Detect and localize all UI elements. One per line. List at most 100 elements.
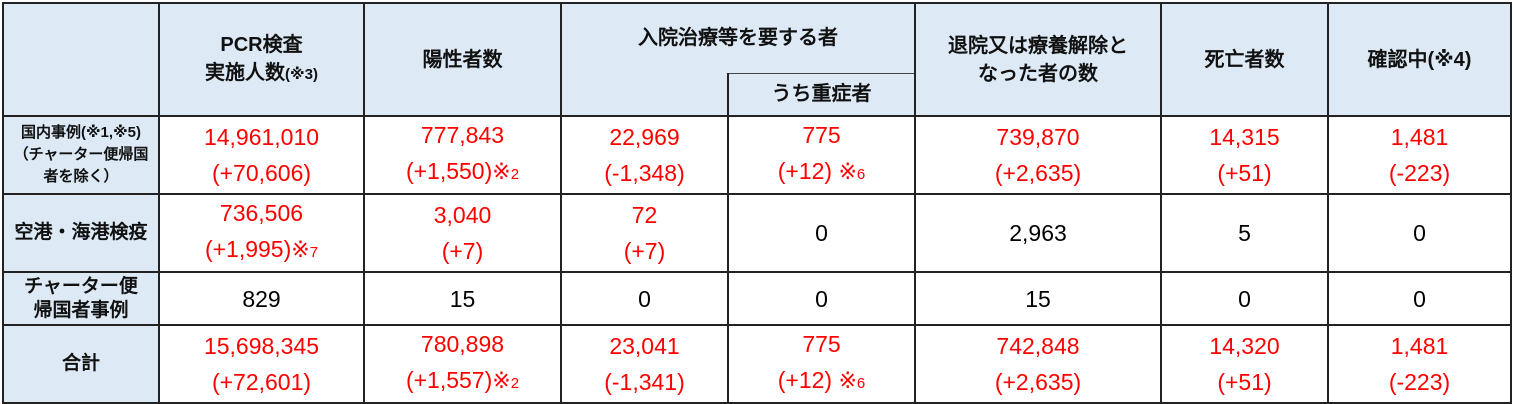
cell-value: 775 xyxy=(802,331,841,357)
row-label: チャーター便 帰国者事例 xyxy=(2,271,160,326)
data-cell: 0 xyxy=(727,193,916,273)
cell-change: (+51) xyxy=(1217,369,1272,395)
cell-change: (+2,635) xyxy=(994,160,1082,186)
data-cell: 22,969 (-1,348) xyxy=(560,115,729,195)
cell-value: 23,041 xyxy=(609,333,680,359)
cell-change: (+7) xyxy=(441,238,484,264)
table-row: 国内事例(※1,※5) （チャーター便帰国 者を除く） 14,961,010 (+70,… xyxy=(2,115,1512,195)
cell-value: 72 xyxy=(631,202,658,228)
data-cell: 14,315 (+51) xyxy=(1160,115,1329,195)
cell-value: 15 xyxy=(449,285,476,312)
table-row: チャーター便 帰国者事例 829 15 0 0 15 0 0 xyxy=(2,271,1512,326)
header-hospitalized: 入院治療等を要する者 xyxy=(560,2,916,73)
cell-value: 22,969 xyxy=(609,124,680,150)
cell-change: (-1,341) xyxy=(604,369,685,395)
cell-value: 736,506 xyxy=(219,200,304,226)
cell-change: (+12) ※6 xyxy=(777,158,866,184)
cell-value: 14,320 xyxy=(1209,333,1280,359)
cell-value: 0 xyxy=(638,285,651,312)
cell-value: 0 xyxy=(815,285,828,312)
header-hospitalized-spacer xyxy=(560,73,729,117)
data-cell: 742,848 (+2,635) xyxy=(914,324,1162,404)
data-cell: 739,870 (+2,635) xyxy=(914,115,1162,195)
header-positive: 陽性者数 xyxy=(363,2,562,117)
data-cell: 15,698,345 (+72,601) xyxy=(158,324,365,404)
cell-value: 1,481 xyxy=(1390,333,1449,359)
header-checking: 確認中(※4) xyxy=(1327,2,1512,117)
data-cell: 2,963 xyxy=(914,193,1162,273)
data-cell: 14,320 (+51) xyxy=(1160,324,1329,404)
data-cell: 14,961,010 (+70,606) xyxy=(158,115,365,195)
cell-value: 777,843 xyxy=(420,122,505,148)
cell-value: 829 xyxy=(242,285,281,312)
cell-value: 5 xyxy=(1238,220,1251,246)
row-label-line: 合計 xyxy=(61,353,100,374)
cell-value: 14,315 xyxy=(1209,124,1280,150)
data-cell: 0 xyxy=(560,271,729,326)
row-label: 国内事例(※1,※5) （チャーター便帰国 者を除く） xyxy=(2,115,160,195)
data-cell: 15 xyxy=(363,271,562,326)
cell-change: (-1,348) xyxy=(604,160,685,186)
cell-value: 742,848 xyxy=(996,333,1080,359)
data-cell: 15 xyxy=(914,271,1162,326)
cell-change: (-223) xyxy=(1388,160,1451,186)
data-cell: 5 xyxy=(1160,193,1329,273)
data-cell: 0 xyxy=(1327,193,1512,273)
row-label-line: （チャーター便帰国 xyxy=(13,146,149,163)
footnote-mark: ※2 xyxy=(492,368,520,393)
footnote-mark: ※6 xyxy=(838,368,866,393)
row-label: 合計 xyxy=(2,324,160,404)
row-label-line: 国内事例(※1,※5) xyxy=(20,124,141,141)
cell-value: 0 xyxy=(1238,285,1251,312)
data-cell: 0 xyxy=(1327,271,1512,326)
table-row: 空港・海港検疫 736,506 (+1,995)※7 3,040 (+7) 72 (+7) 0… xyxy=(2,193,1512,273)
cell-value: 15 xyxy=(1025,285,1051,312)
cell-value: 739,870 xyxy=(996,124,1080,150)
cell-value: 0 xyxy=(1413,285,1426,312)
cell-change: (+2,635) xyxy=(994,369,1082,395)
header-severe: うち重症者 xyxy=(727,72,916,117)
row-label-line: チャーター便 xyxy=(24,275,138,297)
cell-change: (+7) xyxy=(623,238,666,264)
data-cell: 72 (+7) xyxy=(560,193,729,273)
data-cell: 736,506 (+1,995)※7 xyxy=(158,193,365,273)
data-cell: 3,040 (+7) xyxy=(363,193,562,273)
cell-change: (-223) xyxy=(1388,369,1451,395)
header-corner xyxy=(2,2,160,117)
table-row: 合計 15,698,345 (+72,601) 780,898 (+1,557)※2 23… xyxy=(2,324,1512,404)
footnote-mark: ※2 xyxy=(492,159,520,184)
row-label-line: 空港・海港検疫 xyxy=(14,222,148,243)
data-cell: 1,481 (-223) xyxy=(1327,324,1512,404)
cell-change: (+1,557)※2 xyxy=(405,367,520,393)
data-cell: 775 (+12) ※6 xyxy=(727,324,916,404)
cell-value: 2,963 xyxy=(1009,220,1067,246)
cell-change: (+1,550)※2 xyxy=(405,158,520,184)
row-label-line: 者を除く） xyxy=(43,168,119,185)
cell-value: 0 xyxy=(1413,220,1426,246)
data-cell: 23,041 (-1,341) xyxy=(560,324,729,404)
data-cell: 0 xyxy=(727,271,916,326)
cell-change: (+12) ※6 xyxy=(777,367,866,393)
footnote-mark: ※7 xyxy=(291,237,319,262)
data-cell: 780,898 (+1,557)※2 xyxy=(363,324,562,404)
cell-change: (+51) xyxy=(1217,160,1272,186)
data-cell: 829 xyxy=(158,271,365,326)
data-cell: 1,481 (-223) xyxy=(1327,115,1512,195)
cell-value: 780,898 xyxy=(420,331,505,357)
cell-change: (+1,995)※7 xyxy=(204,236,319,262)
cell-change: (+70,606) xyxy=(211,160,312,186)
header-pcr: PCR検査 実施人数(※3) xyxy=(158,2,365,117)
data-cell: 0 xyxy=(1160,271,1329,326)
header-discharged: 退院又は療養解除と なった者の数 xyxy=(914,2,1162,117)
cell-value: 3,040 xyxy=(433,202,492,228)
cell-value: 15,698,345 xyxy=(203,333,320,359)
footnote-mark: ※6 xyxy=(838,159,866,184)
header-deaths: 死亡者数 xyxy=(1160,2,1329,117)
cell-value: 14,961,010 xyxy=(203,124,320,150)
row-label-line: 帰国者事例 xyxy=(33,299,129,321)
data-cell: 775 (+12) ※6 xyxy=(727,115,916,195)
data-cell: 777,843 (+1,550)※2 xyxy=(363,115,562,195)
cell-value: 1,481 xyxy=(1390,124,1449,150)
cell-value: 0 xyxy=(815,220,828,246)
